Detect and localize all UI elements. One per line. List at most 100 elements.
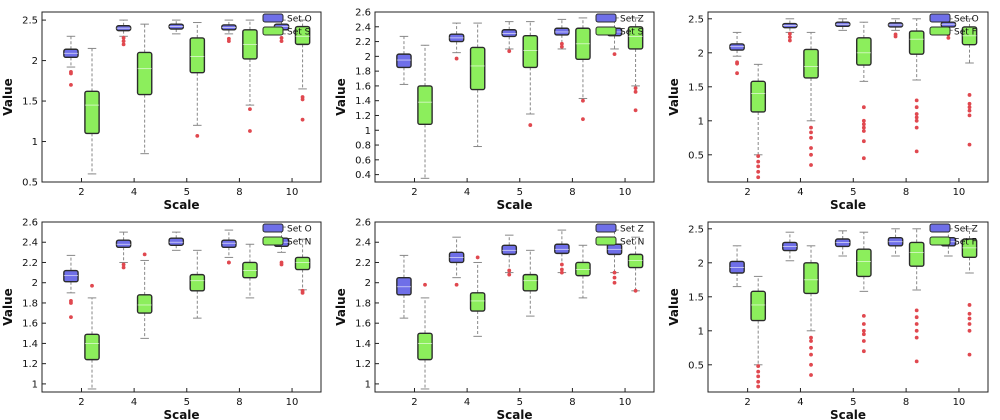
y-tick-label: 1.4 xyxy=(355,96,371,107)
box-set-n-5 xyxy=(189,249,206,319)
outlier-point xyxy=(861,122,866,127)
box-set-z-8 xyxy=(554,229,570,275)
box-iqr xyxy=(856,248,872,278)
box-set-o-8 xyxy=(221,19,237,44)
y-tick-label: 1 xyxy=(698,116,704,127)
y-tick-label: 1 xyxy=(32,137,38,148)
box-set-o-8 xyxy=(887,18,904,39)
outlier-point xyxy=(861,129,866,133)
box-set-o-4 xyxy=(115,231,132,270)
box-set-o-4 xyxy=(115,19,132,47)
outlier-point xyxy=(967,311,972,316)
outlier-point xyxy=(861,105,866,110)
legend-swatch xyxy=(262,26,284,36)
y-tick-label: 2.6 xyxy=(355,218,371,229)
outlier-point xyxy=(248,107,252,112)
outlier-point xyxy=(559,44,564,49)
outlier-point xyxy=(893,34,898,39)
legend-label: Set F xyxy=(954,28,977,38)
y-tick-label: 2 xyxy=(365,52,371,63)
outlier-point xyxy=(967,93,972,97)
box-iqr xyxy=(115,239,132,248)
x-tick-label: 4 xyxy=(797,397,803,408)
outlier-point xyxy=(914,125,919,130)
box-set-n-2 xyxy=(417,282,433,390)
box-set-s-2 xyxy=(417,44,433,179)
legend-label: Set S xyxy=(287,28,311,38)
box-iqr xyxy=(803,48,819,79)
outlier-point xyxy=(612,270,617,275)
box-iqr xyxy=(189,37,206,74)
x-axis-label: Scale xyxy=(830,408,866,420)
box-set-s-2 xyxy=(84,47,100,175)
y-axis-label: Value xyxy=(334,78,348,116)
outlier-point xyxy=(809,152,813,157)
x-tick-label: 4 xyxy=(464,187,470,198)
outlier-point xyxy=(861,139,866,144)
outlier-point xyxy=(861,125,866,130)
y-tick-label: 2 xyxy=(365,278,371,289)
legend-label: Set O xyxy=(954,15,979,25)
y-tick-label: 2.4 xyxy=(355,238,371,249)
box-iqr xyxy=(396,53,412,69)
x-tick-label: 8 xyxy=(903,187,909,198)
x-tick-label: 2 xyxy=(411,397,417,408)
box-iqr xyxy=(136,51,153,96)
outlier-point xyxy=(914,335,919,340)
outlier-point xyxy=(121,39,126,44)
x-tick-label: 10 xyxy=(619,397,632,408)
box-set-f-10 xyxy=(961,18,978,147)
box-set-o-5 xyxy=(168,231,185,251)
x-tick-label: 8 xyxy=(236,187,242,198)
box-set-n-8 xyxy=(242,243,258,299)
box-iqr xyxy=(554,243,570,255)
outlier-point xyxy=(581,117,585,122)
outlier-point xyxy=(809,335,813,340)
outlier-point xyxy=(226,260,231,265)
legend-swatch xyxy=(595,223,617,233)
x-axis-label: Scale xyxy=(496,408,532,420)
y-tick-label: 1.8 xyxy=(355,298,371,309)
outlier-point xyxy=(914,149,919,154)
x-tick-label: 10 xyxy=(953,187,966,198)
y-tick-label: 2 xyxy=(32,56,38,67)
box-set-s-4 xyxy=(469,22,486,148)
x-tick-label: 2 xyxy=(78,397,84,408)
outlier-point xyxy=(633,288,638,293)
outlier-point xyxy=(861,349,866,354)
x-axis-label: Scale xyxy=(496,198,532,212)
legend-label: Set Z xyxy=(620,225,644,235)
boxplot-panel-2: 0.4 0.6 0.8 1 1.2 1.4 1.6 1.8 2 2.2 2.4 2.6 2 4 5 8 10 Sc… xyxy=(334,8,655,212)
outlier-point xyxy=(914,308,919,313)
x-tick-label: 2 xyxy=(78,187,84,198)
y-axis-label: Value xyxy=(1,288,15,326)
outlier-point xyxy=(121,42,126,47)
box-iqr xyxy=(84,333,100,361)
y-tick-label: 2.5 xyxy=(22,16,38,27)
outlier-point xyxy=(756,374,761,379)
y-tick-label: 1 xyxy=(365,379,371,390)
box-iqr xyxy=(856,37,872,66)
outlier-point xyxy=(861,339,866,343)
outlier-point xyxy=(300,117,305,122)
y-axis-label: Value xyxy=(334,288,348,326)
box-iqr xyxy=(221,239,237,248)
box-set-f-8 xyxy=(908,228,925,364)
boxplot-panel-5: 1 1.2 1.4 1.6 1.8 2 2.2 2.4 2.6 2 4 5 8 10 Scale Value S… xyxy=(334,218,655,420)
plot-frame xyxy=(374,11,655,183)
box-set-f-2 xyxy=(750,275,767,389)
legend-swatch xyxy=(929,26,951,36)
box-iqr xyxy=(136,294,153,314)
boxplot-panel-4: 1 1.2 1.4 1.6 1.8 2 2.2 2.4 2.6 2 4 5 8 10 Scale Value S… xyxy=(1,218,322,420)
outlier-point xyxy=(226,39,231,44)
box-set-z-4 xyxy=(448,236,465,287)
outlier-point xyxy=(756,379,761,384)
box-set-s-4 xyxy=(136,23,153,155)
box-iqr xyxy=(803,262,819,295)
outlier-point xyxy=(809,130,813,135)
y-axis-label: Value xyxy=(667,288,681,326)
box-set-n-4 xyxy=(136,252,153,339)
y-axis-label: Value xyxy=(667,78,681,116)
box-set-z-5 xyxy=(501,21,518,54)
outlier-point xyxy=(633,108,638,113)
